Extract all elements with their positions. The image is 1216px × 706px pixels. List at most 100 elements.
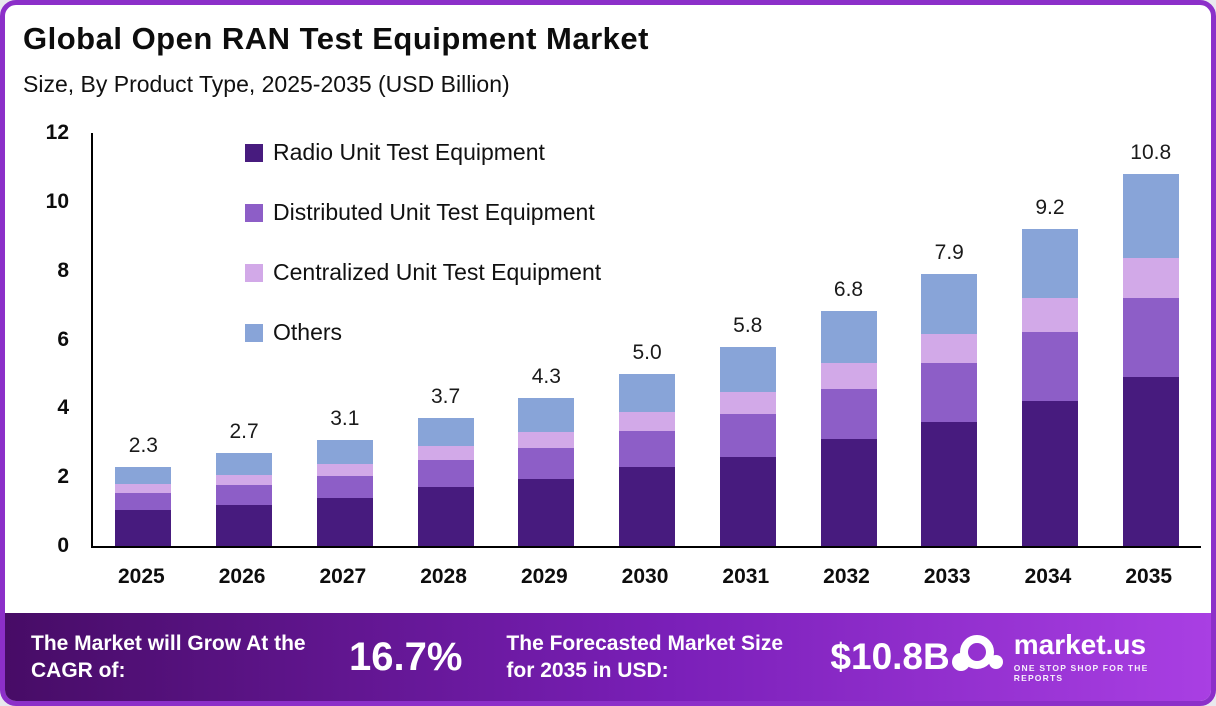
legend-item: Distributed Unit Test Equipment	[245, 199, 601, 226]
stacked-bar	[820, 311, 877, 546]
cagr-label: The Market will Grow At the CAGR of:	[31, 631, 306, 682]
marketus-logo: market.us ONE STOP SHOP FOR THE REPORTS	[950, 631, 1185, 683]
legend-label: Centralized Unit Test Equipment	[273, 259, 602, 285]
bar-segment	[316, 464, 373, 476]
bar-total-label: 3.7	[430, 385, 461, 408]
stacked-bar	[417, 418, 474, 546]
bar-segment	[115, 467, 172, 484]
forecast-label: The Forecasted Market Size for 2035 in U…	[506, 631, 784, 682]
bar-slot: 10.8	[1100, 133, 1201, 546]
bar-segment	[316, 440, 373, 464]
bar-segment	[115, 493, 172, 510]
x-axis-label: 2027	[319, 565, 367, 588]
x-axis-label: 2031	[722, 565, 770, 588]
bar-segment	[1122, 377, 1179, 546]
bar-slot: 2.3	[93, 133, 194, 546]
bar-segment	[417, 446, 474, 460]
bar-segment	[820, 311, 877, 363]
bar-segment	[518, 448, 575, 479]
x-axis-label: 2034	[1024, 565, 1072, 588]
x-axis-label: 2028	[420, 565, 467, 588]
bar-segment	[719, 457, 776, 546]
bar-total-label: 5.0	[632, 341, 662, 364]
bar-segment	[518, 479, 575, 546]
bar-segment	[417, 487, 474, 546]
y-tick-label: 6	[57, 327, 69, 351]
stacked-bar	[115, 467, 172, 546]
legend-item: Others	[245, 319, 601, 346]
bar-total-label: 10.8	[1130, 141, 1172, 164]
bar-segment	[820, 363, 877, 389]
bar-slot: 7.9	[899, 133, 1000, 546]
bar-segment	[216, 453, 273, 475]
forecast-value: $10.8B	[830, 636, 950, 677]
bar-segment	[518, 398, 575, 432]
bar-total-label: 3.1	[330, 407, 360, 430]
legend-swatch-icon	[245, 203, 263, 222]
bar-total-label: 2.3	[128, 434, 158, 457]
chart-title: Global Open RAN Test Equipment Market	[23, 21, 649, 56]
bar-segment	[1021, 229, 1078, 298]
bar-segment	[820, 439, 877, 546]
x-axis-label: 2030	[621, 565, 669, 588]
bar-total-label: 6.8	[833, 278, 864, 301]
bar-segment	[1021, 298, 1078, 332]
bar-segment	[719, 414, 776, 457]
bar-total-label: 9.2	[1035, 196, 1065, 219]
bar-segment	[518, 432, 575, 448]
bar-segment	[216, 505, 273, 546]
stacked-bar	[921, 274, 978, 546]
bar-slot: 6.8	[798, 133, 899, 546]
y-axis-ticks: 0 2 4 6 8 10 12	[5, 121, 79, 557]
cagr-value: 16.7%	[349, 634, 463, 679]
bar-slot: 2.7	[194, 133, 295, 546]
bar-total-label: 4.3	[531, 365, 561, 388]
y-tick-label: 8	[57, 258, 69, 282]
bar-segment	[820, 389, 877, 439]
chart-subtitle: Size, By Product Type, 2025-2035 (USD Bi…	[23, 71, 510, 97]
legend-label: Others	[273, 319, 343, 345]
legend-item: Centralized Unit Test Equipment	[245, 259, 601, 286]
bar-slot: 9.2	[1000, 133, 1101, 546]
legend-label: Distributed Unit Test Equipment	[273, 199, 595, 225]
bar-segment	[719, 392, 776, 414]
stacked-bar	[216, 453, 273, 546]
stacked-bar	[619, 374, 676, 546]
bar-segment	[921, 422, 978, 546]
stacked-bar	[1021, 229, 1078, 546]
x-axis-label: 2035	[1125, 565, 1173, 588]
x-axis-label: 2026	[218, 565, 266, 588]
legend-item: Radio Unit Test Equipment	[245, 139, 601, 166]
stacked-bar	[719, 347, 776, 546]
legend-swatch-icon	[245, 323, 263, 342]
bar-segment	[619, 431, 676, 467]
bar-slot: 4.3	[496, 133, 597, 546]
bar-segment	[619, 412, 676, 431]
bar-slot: 5.0	[597, 133, 698, 546]
plot-area: 2.3 2.7 3.1 3.7 4.3 5.0 5.8 6.8 7.9 9.2 10.8 Radio…	[91, 133, 1201, 548]
bar-segment	[115, 484, 172, 493]
bar-total-label: 2.7	[229, 420, 259, 443]
bar-total-label: 5.8	[733, 314, 763, 337]
bar-segment	[316, 498, 373, 546]
bar-segment	[921, 274, 978, 334]
stacked-bar	[518, 398, 575, 546]
x-axis-labels: 2025 2026 2027 2028 2029 2030 2031 2032 2033 2034…	[91, 565, 1199, 589]
legend: Radio Unit Test Equipment Distributed Uni…	[245, 139, 601, 346]
bar-slot: 3.1	[294, 133, 395, 546]
stacked-bar	[316, 440, 373, 546]
x-axis-label: 2033	[923, 565, 971, 588]
x-axis-label: 2029	[520, 565, 568, 588]
y-tick-label: 2	[57, 465, 69, 489]
bar-slot: 3.7	[395, 133, 496, 546]
bar-segment	[619, 374, 676, 412]
bar-slot: 5.8	[697, 133, 798, 546]
x-axis-label: 2025	[118, 565, 165, 588]
y-tick-label: 12	[45, 121, 69, 144]
bar-total-label: 7.9	[934, 241, 964, 264]
y-tick-label: 0	[57, 534, 69, 557]
legend-label: Radio Unit Test Equipment	[273, 139, 545, 165]
bar-segment	[417, 418, 474, 446]
y-tick-label: 4	[57, 396, 69, 420]
legend-swatch-icon	[245, 263, 263, 282]
